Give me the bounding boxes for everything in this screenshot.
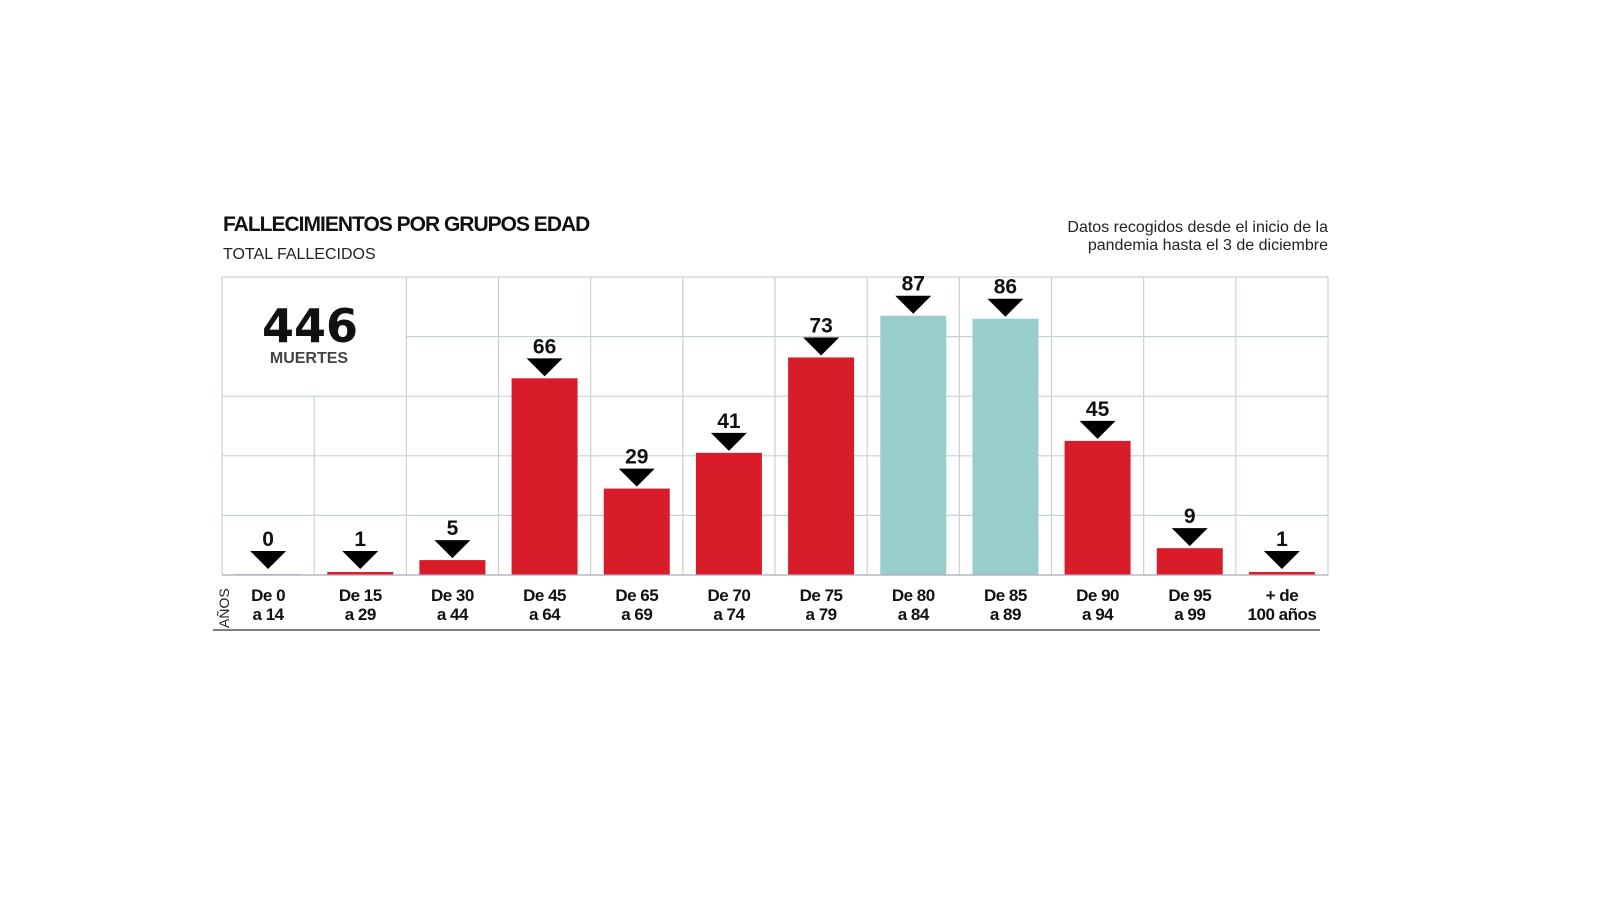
value-marker-triangle (250, 551, 287, 569)
value-marker-triangle (1079, 420, 1116, 439)
value-marker-triangle (434, 540, 471, 559)
bar (419, 560, 486, 575)
total-value: 446 (262, 299, 358, 353)
data-label: 66 (533, 335, 556, 358)
data-label: 29 (625, 446, 648, 469)
data-label: 87 (902, 273, 925, 296)
bar (972, 318, 1039, 575)
tick-label: De 15 (339, 586, 382, 605)
bar (1156, 548, 1223, 575)
tick-label: De 65 (615, 586, 658, 605)
value-marker-triangle (1171, 528, 1208, 547)
data-label: 41 (717, 410, 741, 433)
value-marker-triangle (526, 358, 563, 377)
chart-subtitle: TOTAL FALLECIDOS (223, 246, 376, 263)
value-marker-triangle (618, 468, 655, 487)
bar (695, 452, 762, 575)
tick-label: a 94 (1082, 605, 1114, 624)
value-marker-triangle (987, 298, 1024, 317)
tick-label: a 74 (713, 605, 745, 624)
data-label: 1 (354, 528, 366, 551)
bar (788, 357, 855, 575)
note-line-1: Datos recogidos desde el inicio de la (1067, 219, 1328, 236)
x-axis-label: AÑOS (216, 588, 232, 628)
tick-label: a 84 (898, 605, 930, 624)
chart-title: FALLECIMIENTOS POR GRUPOS EDAD (223, 213, 590, 236)
data-label: 9 (1184, 505, 1196, 528)
data-label: 73 (809, 314, 832, 337)
total-label: MUERTES (270, 350, 349, 367)
bar (511, 378, 578, 575)
tick-label: a 14 (253, 605, 285, 624)
bar (1248, 572, 1315, 575)
tick-label: a 64 (529, 605, 561, 624)
data-label: 5 (447, 517, 459, 540)
tick-label: De 80 (892, 586, 935, 605)
tick-label: De 45 (523, 586, 566, 605)
data-label: 86 (994, 276, 1017, 299)
tick-label: De 70 (707, 586, 750, 605)
data-label: 0 (262, 528, 274, 551)
data-label: 45 (1086, 398, 1110, 421)
tick-label: De 85 (984, 586, 1027, 605)
tick-label: De 75 (800, 586, 843, 605)
note-line-2: pandemia hasta el 3 de diciembre (1087, 237, 1328, 254)
value-marker-triangle (710, 432, 747, 451)
tick-label: a 89 (990, 605, 1021, 624)
tick-label: + de (1266, 586, 1299, 605)
tick-label: a 99 (1174, 605, 1205, 624)
bar (880, 315, 947, 575)
bar (1064, 440, 1131, 575)
tick-label: De 90 (1076, 586, 1119, 605)
bar (327, 572, 394, 575)
value-marker-triangle (1263, 551, 1300, 569)
tick-label: a 79 (806, 605, 837, 624)
value-marker-triangle (895, 295, 932, 314)
bar (603, 488, 670, 575)
tick-label: a 44 (437, 605, 469, 624)
value-marker-triangle (803, 337, 840, 356)
tick-label: De 95 (1168, 586, 1211, 605)
source-note: Datos recogidos desde el inicio de la pa… (928, 219, 1328, 255)
data-label: 1 (1276, 528, 1288, 551)
tick-label: a 69 (621, 605, 652, 624)
tick-label: 100 años (1248, 605, 1317, 624)
tick-label: De 30 (431, 586, 474, 605)
tick-label: De 0 (251, 586, 285, 605)
value-marker-triangle (342, 551, 379, 569)
tick-label: a 29 (345, 605, 376, 624)
